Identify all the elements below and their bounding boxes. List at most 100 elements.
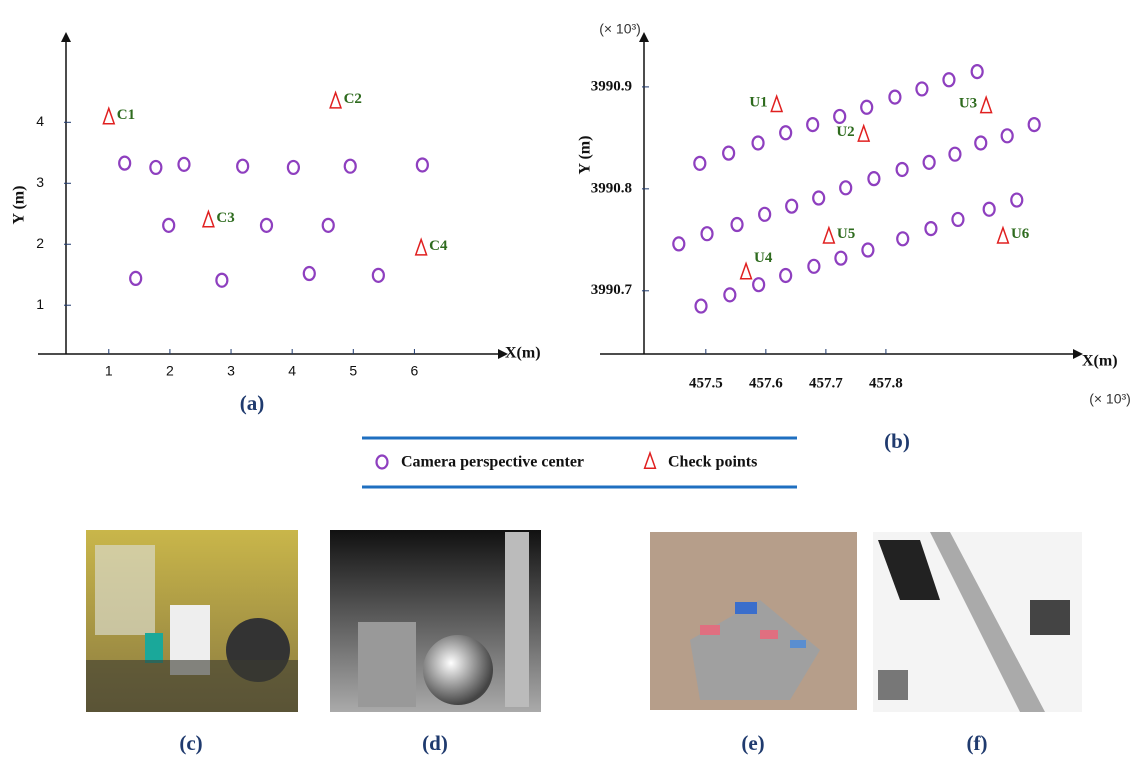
camera-point (889, 91, 900, 104)
camera-point (808, 260, 819, 273)
camera-point (813, 192, 824, 205)
camera-point (417, 158, 428, 171)
legend-label: Check points (668, 454, 757, 471)
disparity-f (873, 532, 1082, 712)
camera-point (952, 213, 963, 226)
x-tick-label: 457.5 (689, 375, 723, 391)
check-point-label: U1 (749, 95, 767, 111)
camera-point (724, 288, 735, 301)
camera-point (943, 73, 954, 86)
x-tick-label: 457.7 (809, 375, 843, 391)
y-axis-label: Y (m) (577, 136, 594, 175)
camera-point (949, 148, 960, 161)
check-point-label: U3 (959, 96, 977, 112)
camera-point (753, 136, 764, 149)
camera-point (373, 269, 384, 282)
check-point (416, 240, 427, 255)
camera-point (924, 156, 935, 169)
camera-point (130, 272, 141, 285)
camera-point (178, 158, 189, 171)
camera-point (1029, 118, 1040, 131)
y-tick-label: 4 (36, 113, 44, 129)
check-point-label: C4 (429, 238, 448, 254)
check-point (741, 263, 752, 278)
legend-label: Camera perspective center (401, 454, 584, 471)
x-tick-label: 457.8 (869, 375, 903, 391)
camera-point (834, 110, 845, 123)
camera-point (975, 136, 986, 149)
check-point-label: C3 (216, 210, 234, 226)
image-caption: (f) (967, 731, 988, 755)
check-point (981, 97, 992, 112)
camera-point (673, 237, 684, 250)
camera-point (237, 160, 248, 173)
y-tick-label: 1 (36, 296, 44, 312)
camera-point (732, 218, 743, 231)
y-axis-arrow (61, 32, 71, 42)
x-multiplier: (× 10³) (1089, 391, 1131, 407)
x-tick-label: 5 (349, 363, 357, 379)
camera-point (323, 219, 334, 232)
camera-point (702, 227, 713, 240)
camera-point (925, 222, 936, 235)
camera-point (984, 203, 995, 216)
check-point (203, 211, 214, 226)
image-caption: (d) (422, 731, 448, 755)
x-tick-label: 1 (105, 363, 113, 379)
y-tick-label: 2 (36, 235, 44, 251)
x-tick-label: 6 (411, 363, 419, 379)
check-point (330, 93, 341, 108)
check-point-label: U6 (1011, 226, 1030, 242)
camera-point (119, 157, 130, 170)
satellite-e (650, 532, 857, 710)
camera-point (753, 278, 764, 291)
camera-point (868, 172, 879, 185)
check-point-label: C2 (344, 91, 362, 107)
y-axis-label: Y (m) (11, 186, 28, 225)
check-point (858, 126, 869, 141)
legend: Camera perspective center Check points (362, 438, 797, 487)
figure: Camera perspective center Check points 1… (0, 0, 1141, 758)
x-axis-label: X(m) (1082, 353, 1118, 370)
camera-point (861, 101, 872, 114)
legend-marker (645, 453, 656, 468)
camera-point (780, 269, 791, 282)
check-point-label: U4 (754, 250, 773, 266)
camera-point (696, 300, 707, 313)
camera-point (807, 118, 818, 131)
y-tick-label: 3990.7 (591, 282, 633, 298)
y-tick-label: 3990.8 (591, 180, 632, 196)
camera-point (288, 161, 299, 174)
y-tick-label: 3 (36, 174, 44, 190)
check-point (771, 96, 782, 111)
check-point-label: U5 (837, 226, 855, 242)
camera-point (897, 163, 908, 176)
camera-point (759, 208, 770, 221)
x-tick-label: 457.6 (749, 375, 783, 391)
camera-point (216, 274, 227, 287)
camera-point (916, 82, 927, 95)
check-point (103, 108, 114, 123)
camera-point (897, 232, 908, 245)
x-tick-label: 3 (227, 363, 235, 379)
camera-point (261, 219, 272, 232)
x-tick-label: 4 (288, 363, 296, 379)
camera-point (163, 219, 174, 232)
check-point (823, 228, 834, 243)
x-tick-label: 2 (166, 363, 174, 379)
camera-point (723, 147, 734, 160)
camera-point (694, 157, 705, 170)
image-caption: (c) (179, 731, 202, 755)
y-multiplier: (× 10³) (599, 21, 641, 37)
camera-point (1002, 129, 1013, 142)
depth-map-d (330, 530, 541, 712)
check-point-label: C1 (117, 107, 135, 123)
camera-point (345, 160, 356, 173)
photo-c (86, 530, 298, 712)
camera-point (972, 65, 983, 78)
camera-point (840, 181, 851, 194)
panel-caption: (b) (884, 429, 910, 453)
camera-point (786, 200, 797, 213)
x-axis-label: X(m) (505, 345, 541, 362)
camera-point (835, 252, 846, 265)
